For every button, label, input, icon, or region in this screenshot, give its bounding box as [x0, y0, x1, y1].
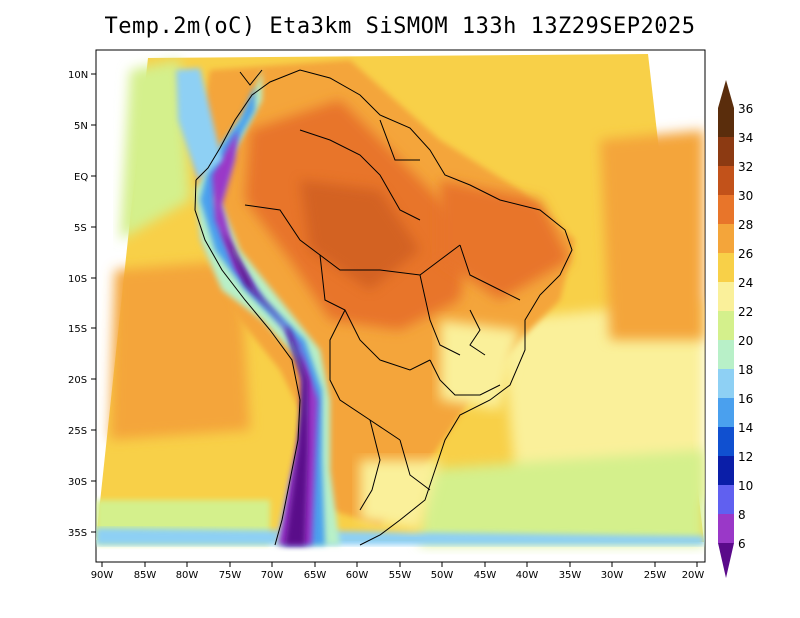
lat-label-eq: EQ [74, 172, 88, 183]
lat-label-10s: 10S [68, 274, 87, 285]
colorbar-label-28: 28 [738, 218, 753, 232]
colorbar-segment-16 [718, 398, 734, 427]
colorbar-segment-8 [718, 514, 734, 543]
colorbar-segment-12 [718, 456, 734, 485]
lon-label-70w: 70W [261, 570, 284, 581]
colorbar-label-22: 22 [738, 305, 753, 319]
lat-label-5s: 5S [74, 223, 87, 234]
lon-label-55w: 55W [389, 570, 412, 581]
chart-title: Temp.2m(oC) Eta3km SiSMOM 133h 13Z29SEP2… [104, 14, 696, 39]
colorbar-label-36: 36 [738, 102, 753, 116]
lat-label-5n: 5N [74, 121, 88, 132]
lat-label-10n: 10N [68, 70, 88, 81]
colorbar-segment-20 [718, 340, 734, 369]
lon-label-45w: 45W [474, 570, 497, 581]
colorbar-label-18: 18 [738, 363, 753, 377]
colorbar-segment-28 [718, 224, 734, 253]
lon-label-25w: 25W [644, 570, 667, 581]
lon-label-65w: 65W [304, 570, 327, 581]
andes-purple [212, 130, 318, 545]
lon-label-30w: 30W [601, 570, 624, 581]
pacific-coast-strip [176, 68, 222, 180]
lon-label-35w: 35W [559, 570, 582, 581]
ocean-southeast [420, 450, 704, 545]
colorbar-segment-34 [718, 137, 734, 166]
lon-label-40w: 40W [516, 570, 539, 581]
temperature-field [96, 54, 704, 545]
colorbar-top-arrow [718, 80, 734, 108]
ocean-warm-atlantic [600, 130, 704, 340]
colorbar-label-12: 12 [738, 450, 753, 464]
lat-label-35s: 35S [68, 528, 87, 539]
lon-label-20w: 20W [682, 570, 705, 581]
colorbar-label-32: 32 [738, 160, 753, 174]
andes-deep [222, 230, 308, 545]
lon-label-90w: 90W [91, 570, 114, 581]
colorbar-bottom-arrow [718, 543, 734, 578]
colorbar-segment-22 [718, 311, 734, 340]
colorbar-segment-30 [718, 195, 734, 224]
land-south-mild [360, 460, 440, 530]
ocean-green-nw [120, 60, 190, 240]
lat-label-15s: 15S [68, 324, 87, 335]
country-borders [194, 69, 573, 546]
lon-label-50w: 50W [431, 570, 454, 581]
colorbar-label-8: 8 [738, 508, 746, 522]
colorbar-segment-14 [718, 427, 734, 456]
lat-label-25s: 25S [68, 426, 87, 437]
colorbar-label-20: 20 [738, 334, 753, 348]
colorbar-segment-24 [718, 282, 734, 311]
colorbar-label-24: 24 [738, 276, 753, 290]
colorbar-label-16: 16 [738, 392, 753, 406]
colorbar-segment-10 [718, 485, 734, 514]
land-southeast-cool [440, 320, 520, 410]
lon-label-60w: 60W [346, 570, 369, 581]
colorbar-segment-18 [718, 369, 734, 398]
ocean-warm-west [110, 260, 250, 440]
colorbar-label-14: 14 [738, 421, 753, 435]
lon-label-80w: 80W [176, 570, 199, 581]
colorbar-label-30: 30 [738, 189, 753, 203]
colorbar-segment-32 [718, 166, 734, 195]
lon-axis: 90W 85W 80W 75W 70W 65W 60W 55W 50W 45W … [91, 562, 705, 581]
lon-label-85w: 85W [134, 570, 157, 581]
colorbar: 36 34 32 30 28 26 24 22 20 18 16 14 12 1… [718, 80, 753, 578]
lat-label-30s: 30S [68, 477, 87, 488]
lon-label-75w: 75W [219, 570, 242, 581]
colorbar-label-26: 26 [738, 247, 753, 261]
colorbar-label-10: 10 [738, 479, 753, 493]
ocean-south-blue [96, 528, 704, 545]
land-hot-northeast [440, 180, 570, 300]
lat-label-20s: 20S [68, 375, 87, 386]
colorbar-label-34: 34 [738, 131, 753, 145]
colorbar-segment-36 [718, 108, 734, 137]
lat-axis: 10N 5N EQ 5S 10S 15S 20S 25S 30S 35S [68, 70, 96, 539]
colorbar-segment-26 [718, 253, 734, 282]
colorbar-label-6: 6 [738, 537, 746, 551]
